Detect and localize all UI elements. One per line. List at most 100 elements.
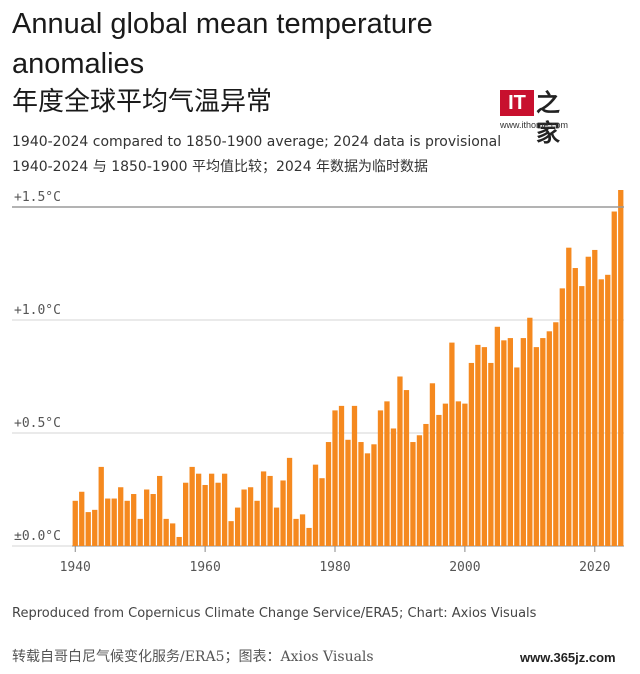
bar [358,442,364,546]
bar [306,527,312,546]
bar [338,405,345,546]
bar [241,489,247,546]
temperature-bar-chart: ±0.0°C +0.5°C +1.0°C +1.5°C 1940 1960 1980 2000… [12,190,624,575]
bar [598,279,604,546]
bar [247,487,254,546]
bar [416,435,423,546]
label-layer: ±0.0°C +0.5°C +1.0°C +1.5°C 1940 1960 1980 2000… [14,190,610,575]
bar [436,414,442,546]
bar [79,491,85,546]
bar [131,494,137,546]
bar [286,457,293,546]
bar [267,475,273,546]
bar [449,342,455,546]
bar [92,509,98,546]
watermark: www.365jz.com [520,650,616,665]
bar [312,464,319,546]
bar [208,473,215,546]
chart-subtitle: 1940-2024 compared to 1850-1900 average;… [12,134,502,150]
bar [371,444,377,546]
chart-title: Annual global mean temperature anomalies [12,8,433,80]
bar [384,401,390,546]
y-tick-label: +1.5°C [14,190,61,205]
bar [585,256,591,546]
bar [72,500,78,546]
bar [98,466,104,546]
bar [429,383,436,546]
bar [390,428,397,546]
bar [605,274,611,546]
bar [195,473,202,546]
bar [202,484,208,546]
y-tick-label: +0.5°C [14,416,61,431]
bar [442,403,449,546]
bar [533,347,539,546]
bar [105,498,111,546]
bar [124,500,130,546]
x-tick-label: 2020 [579,560,610,575]
bar [410,442,416,546]
bar [540,338,546,546]
source-note: Reproduced from Copernicus Climate Chang… [12,606,537,621]
bar [611,211,617,546]
bar [221,473,228,546]
bar [215,482,221,546]
bar [293,518,299,546]
bar [494,326,501,546]
bar-layer [72,190,624,546]
bar [488,362,494,546]
bar [566,247,572,546]
bar [118,487,124,546]
bar [520,338,526,546]
logo-url: www.ithome.com [500,120,569,130]
bar [273,507,280,546]
bar [176,536,182,546]
bar [397,376,403,546]
bar [254,500,260,546]
bar [351,405,358,546]
bar [618,190,624,546]
bar [423,423,429,546]
bar [514,367,520,546]
chart-title-chinese: 年度全球平均气温异常 [12,87,273,117]
bar [183,482,189,546]
chart-subtitle-chinese: 1940-2024 与 1850-1900 平均值比较；2024 年数据为临时数… [12,159,429,175]
bar [377,410,384,546]
bar [150,494,156,546]
bar [234,507,241,546]
bar [170,523,176,546]
bar [299,514,306,546]
logo-mark: IT [500,90,534,116]
bar [163,518,169,546]
bar [546,331,552,546]
bar [85,512,91,546]
bar [455,401,462,546]
bar [475,344,481,546]
bar [579,286,585,546]
bar [572,268,578,546]
bar [228,521,234,546]
bar [144,489,150,546]
x-tick-label: 1980 [319,560,350,575]
bar [137,518,143,546]
bar [468,362,475,546]
bar [403,390,410,546]
bar [189,466,195,546]
bar [319,478,325,546]
bar [501,340,507,546]
bar [332,410,338,546]
x-tick-label: 2000 [449,560,480,575]
x-tick-label: 1940 [60,560,91,575]
bar [260,471,267,546]
bar [280,480,286,546]
bar [111,498,117,546]
ithome-logo: IT 之家 www.ithome.com [500,89,580,147]
bar [157,475,163,546]
bar [507,338,513,546]
bar [345,439,351,546]
logo-glyph: 之家 [536,89,560,147]
source-note-chinese: 转载自哥白尼气候变化服务/ERA5；图表：Axios Visuals [12,649,374,665]
bar [592,249,598,546]
bar [481,347,488,546]
y-tick-label: +1.0°C [14,303,61,318]
